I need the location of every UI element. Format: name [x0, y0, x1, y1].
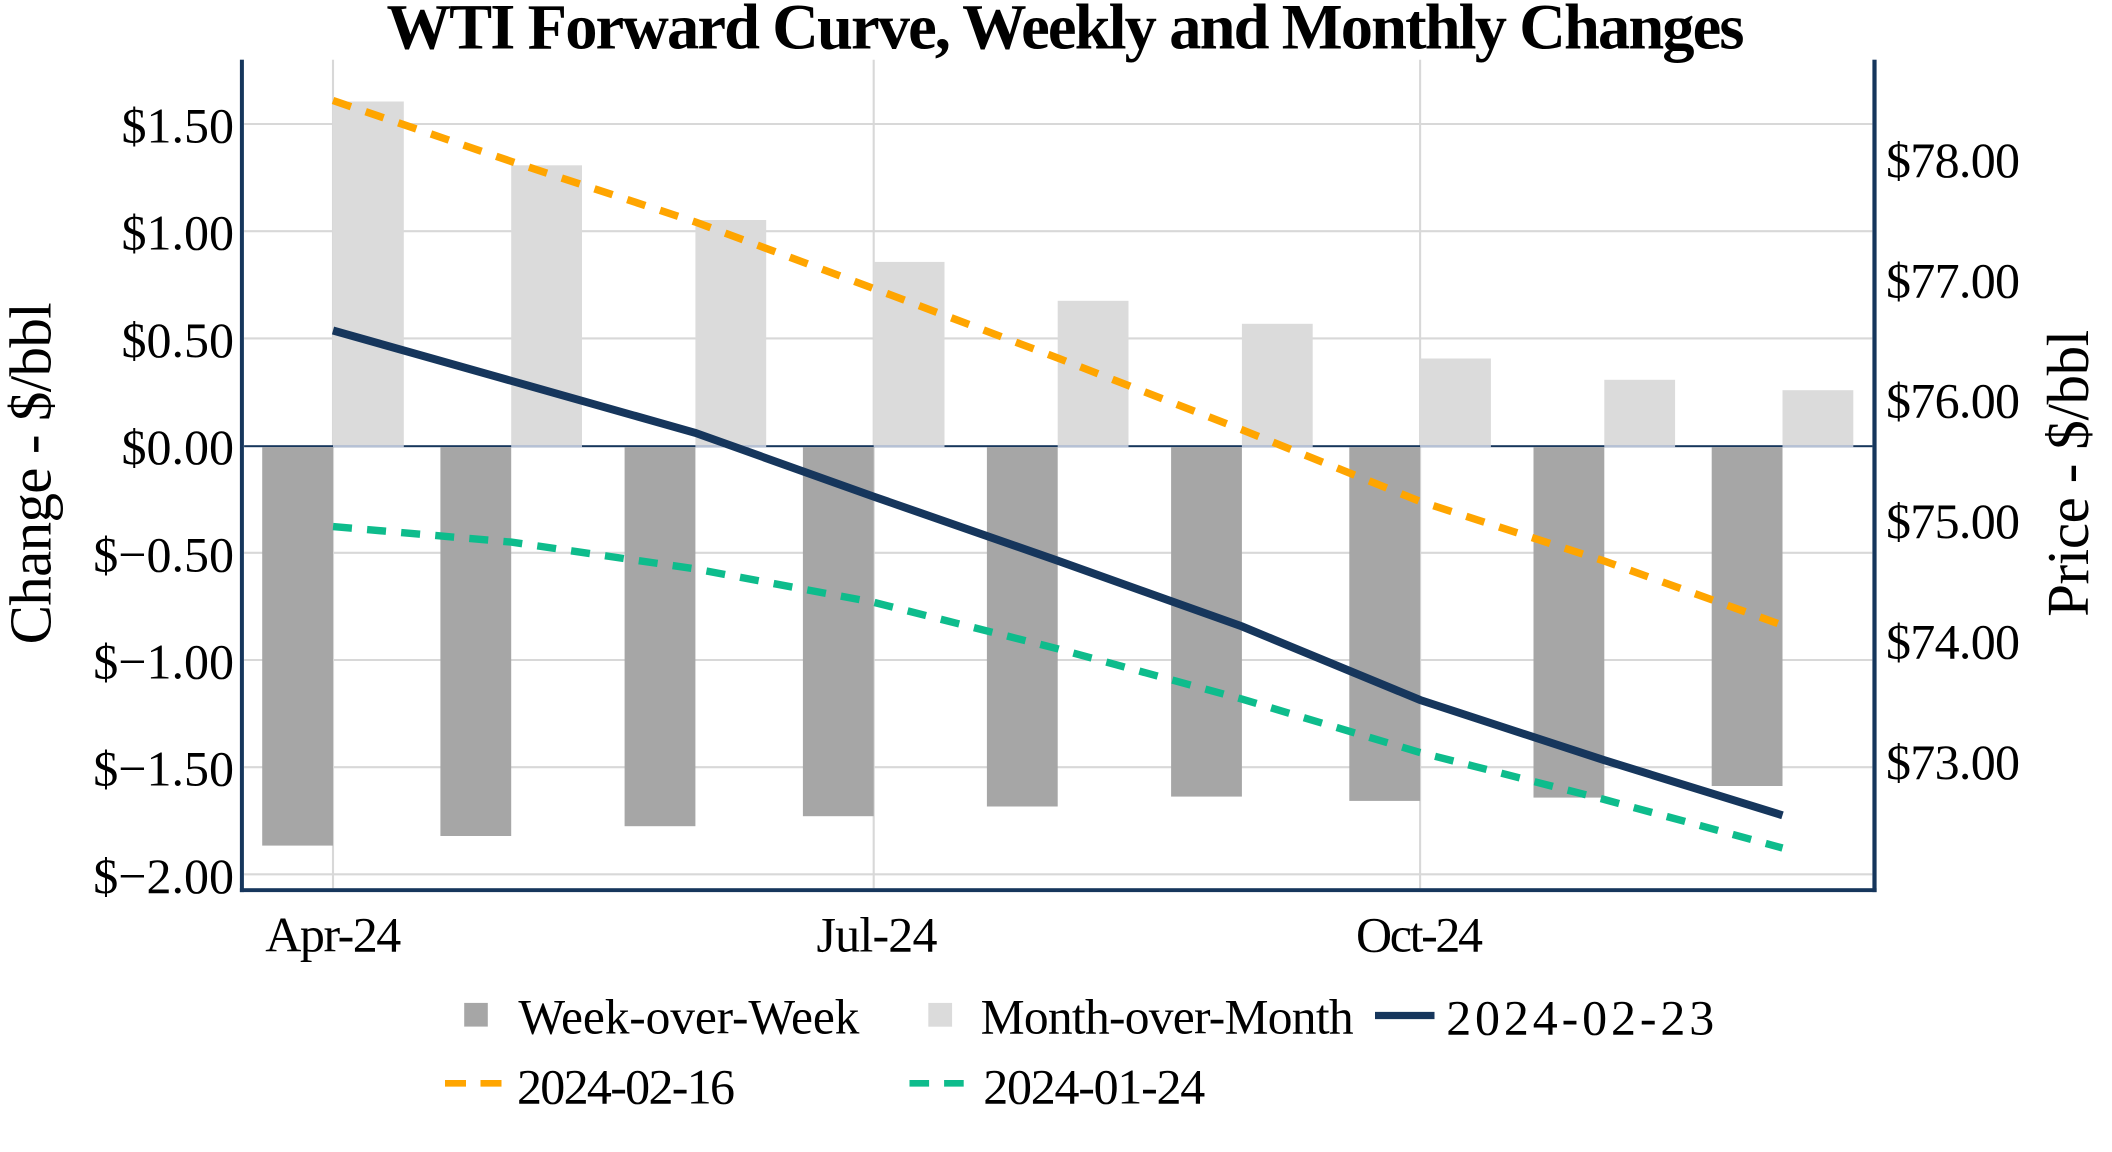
svg-text:Price - $/bbl: Price - $/bbl	[2035, 330, 2101, 617]
svg-text:$−1.50: $−1.50	[93, 741, 234, 797]
svg-text:$−2.00: $−2.00	[93, 848, 234, 904]
svg-text:$1.00: $1.00	[122, 205, 235, 261]
svg-text:WTI Forward Curve, Weekly and: WTI Forward Curve, Weekly and Monthly Ch…	[387, 0, 1745, 63]
svg-text:Change - $/bbl: Change - $/bbl	[0, 302, 64, 644]
svg-text:$78.00: $78.00	[1886, 132, 2020, 188]
svg-text:$74.00: $74.00	[1886, 614, 2020, 670]
svg-text:Month-over-Month: Month-over-Month	[981, 990, 1354, 1045]
svg-text:2024-01-24: 2024-01-24	[983, 1059, 1205, 1115]
svg-text:Apr-24: Apr-24	[265, 907, 401, 963]
svg-text:2024-02-16: 2024-02-16	[517, 1059, 735, 1115]
svg-text:$0.00: $0.00	[122, 419, 235, 475]
svg-text:Jul-24: Jul-24	[817, 907, 938, 963]
svg-text:$76.00: $76.00	[1886, 373, 2020, 429]
svg-text:$−1.00: $−1.00	[93, 634, 234, 690]
svg-text:Oct-24: Oct-24	[1356, 907, 1483, 963]
svg-text:$77.00: $77.00	[1886, 252, 2020, 308]
svg-text:$75.00: $75.00	[1886, 493, 2020, 549]
svg-text:$73.00: $73.00	[1886, 734, 2020, 790]
svg-text:Week-over-Week: Week-over-Week	[518, 990, 859, 1045]
svg-text:$−0.50: $−0.50	[93, 526, 234, 582]
svg-text:$1.50: $1.50	[122, 98, 235, 154]
svg-text:$0.50: $0.50	[122, 312, 235, 368]
